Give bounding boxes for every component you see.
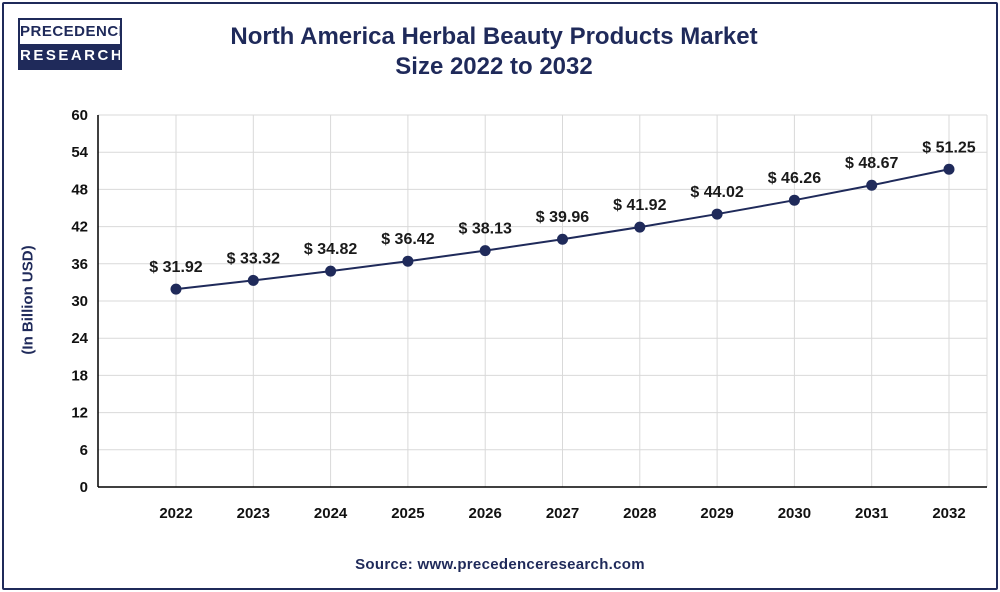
brand-logo: PRECEDENCE RESEARCH (18, 18, 122, 70)
y-tick-label-30: 30 (71, 293, 88, 310)
y-tick-label-24: 24 (71, 330, 88, 347)
data-label-2032: $ 51.25 (922, 139, 975, 156)
source-note: Source: www.precedenceresearch.com (355, 556, 645, 573)
y-tick-label-54: 54 (71, 144, 88, 161)
data-label-2022: $ 31.92 (149, 259, 202, 276)
data-label-2023: $ 33.32 (227, 250, 280, 267)
data-point-2025 (402, 255, 414, 267)
y-tick-label-6: 6 (80, 442, 88, 459)
data-label-2024: $ 34.82 (304, 241, 357, 258)
data-point-2032 (943, 163, 955, 175)
chart-title: North America Herbal Beauty Products Mar… (200, 22, 788, 82)
x-tick-label-2026: 2026 (469, 505, 502, 522)
y-tick-label-12: 12 (71, 405, 88, 422)
data-point-2023 (247, 274, 259, 286)
data-point-2024 (325, 265, 337, 277)
data-point-2027 (557, 233, 568, 245)
data-label-2028: $ 41.92 (613, 197, 666, 214)
chart-title-line2: Size 2022 to 2032 (395, 53, 593, 80)
brand-logo-line2: RESEARCH (20, 44, 120, 68)
x-tick-label-2031: 2031 (855, 505, 888, 522)
x-tick-label-2032: 2032 (932, 505, 965, 522)
data-point-2031 (866, 179, 878, 191)
y-tick-label-48: 48 (71, 181, 88, 198)
data-point-2028 (634, 221, 646, 233)
data-label-2031: $ 48.67 (845, 155, 898, 172)
y-tick-label-60: 60 (71, 107, 88, 124)
data-point-2026 (479, 245, 491, 257)
x-tick-label-2024: 2024 (314, 505, 348, 522)
y-tick-label-36: 36 (71, 256, 88, 273)
data-label-2030: $ 46.26 (768, 170, 821, 187)
y-tick-label-0: 0 (80, 479, 88, 496)
data-label-2029: $ 44.02 (690, 184, 743, 201)
data-point-2030 (788, 194, 800, 206)
data-label-2027: $ 39.96 (536, 209, 589, 226)
chart-title-line1: North America Herbal Beauty Products Mar… (230, 23, 758, 50)
data-label-2025: $ 36.42 (381, 231, 434, 248)
brand-logo-line1: PRECEDENCE (20, 20, 120, 44)
x-tick-label-2030: 2030 (778, 505, 811, 522)
y-tick-label-18: 18 (71, 367, 88, 384)
data-point-2029 (711, 208, 723, 220)
y-tick-label-42: 42 (71, 219, 88, 236)
x-tick-label-2029: 2029 (700, 505, 733, 522)
x-tick-label-2028: 2028 (623, 505, 656, 522)
data-point-2022 (170, 283, 182, 295)
data-label-2026: $ 38.13 (459, 221, 512, 238)
x-tick-label-2025: 2025 (391, 505, 424, 522)
x-tick-label-2022: 2022 (159, 505, 192, 522)
x-tick-label-2023: 2023 (237, 505, 270, 522)
x-tick-label-2027: 2027 (546, 505, 579, 522)
